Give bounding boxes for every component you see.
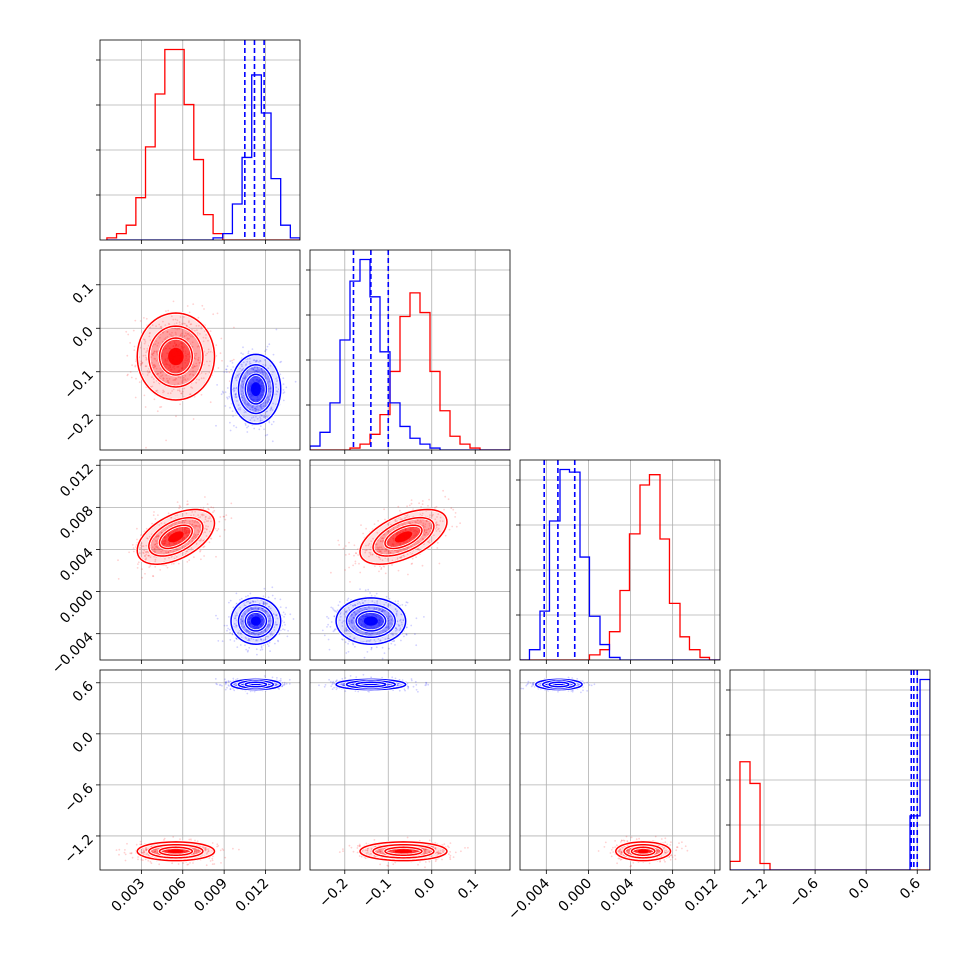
panel-3-3 [730, 670, 930, 870]
contour-1-0-series-0 [148, 325, 204, 388]
contour-2-0-series-0 [158, 524, 194, 550]
x-tick-label-3-2: 0.0 [846, 876, 873, 903]
grid-3-2 [520, 670, 720, 870]
y-tick-label-3-1: −0.6 [61, 780, 96, 815]
y-tick-label-2-2: 0.004 [57, 545, 97, 585]
contour-3-1-series-1 [335, 678, 407, 691]
panel-frame-2-0 [99, 459, 301, 661]
histogram-0-series-1 [106, 74, 300, 240]
y-tick-label-1-0: −0.2 [61, 411, 96, 446]
x-tick-label-0-2: 0.009 [191, 876, 231, 916]
contour-3-1-series-0 [359, 841, 448, 862]
panel-frame-2-2 [519, 459, 721, 661]
contour-3-2-series-1 [535, 678, 583, 691]
contour-3-0-series-0 [136, 841, 216, 862]
contour-2-1-series-0 [372, 516, 435, 557]
panel-0-0 [106, 40, 300, 240]
contour-2-1-series-1 [355, 610, 387, 632]
x-tick-label-2-3: 0.008 [640, 876, 680, 916]
y-tick-label-1-2: 0.0 [70, 324, 97, 351]
panel-frame-2-1 [309, 459, 511, 661]
x-tick-label-2-2: 0.004 [598, 875, 638, 915]
y-tick-label-2-0: −0.004 [49, 629, 97, 677]
grid-3-0 [100, 670, 300, 870]
x-tick-label-2-4: 0.012 [682, 876, 722, 916]
x-tick-label-3-1: −0.6 [787, 875, 822, 910]
contour-3-1-series-0 [384, 846, 423, 857]
panel-1-1 [310, 250, 510, 450]
y-tick-label-3-3: 0.6 [70, 678, 97, 705]
histogram-2-series-0 [520, 474, 720, 660]
x-tick-label-0-0: 0.003 [109, 876, 149, 916]
panel-2-2 [520, 460, 720, 660]
histogram-3-series-0 [730, 761, 930, 870]
histogram-2-series-1 [520, 468, 720, 660]
y-tick-label-3-0: −1.2 [61, 832, 96, 867]
contour-3-0-series-1 [244, 681, 268, 688]
panel-frame-0-0 [99, 39, 301, 241]
contour-3-2-series-0 [615, 841, 672, 862]
x-tick-label-3-3: 0.6 [897, 875, 924, 902]
contour-2-1-series-0 [359, 508, 448, 565]
contour-1-0-series-1 [237, 364, 274, 415]
panel-2-1 [321, 489, 461, 660]
contour-3-1-series-1 [355, 681, 387, 688]
y-tick-label-2-3: 0.008 [57, 503, 97, 543]
histogram-1-series-1 [310, 258, 510, 450]
x-tick-label-2-0: −0.004 [505, 875, 553, 923]
x-tick-label-1-3: 0.1 [455, 876, 482, 903]
contour-3-0-series-1 [230, 678, 282, 691]
x-tick-label-1-2: 0.0 [411, 876, 438, 903]
contour-3-2-series-1 [548, 681, 570, 688]
x-tick-label-0-3: 0.012 [233, 876, 273, 916]
grid-3-1 [310, 670, 510, 870]
contour-2-0-series-1 [230, 597, 282, 645]
x-tick-label-2-1: 0.000 [556, 876, 596, 916]
x-tick-label-1-1: −0.1 [360, 876, 395, 911]
y-tick-label-2-1: 0.000 [57, 587, 97, 627]
contour-3-0-series-1 [237, 680, 275, 689]
contour-2-1-series-1 [345, 604, 396, 639]
panel-frame-3-2 [519, 669, 721, 871]
contour-3-0-series-0 [158, 846, 194, 857]
x-tick-label-3-0: −1.2 [735, 876, 770, 911]
y-tick-label-1-1: −0.1 [61, 367, 96, 402]
panel-1-0 [125, 300, 297, 449]
contour-3-2-series-0 [630, 846, 656, 857]
contour-1-0-series-0 [136, 312, 216, 401]
panel-frame-1-0 [99, 249, 301, 451]
contour-3-1-series-0 [372, 843, 435, 859]
panel-2-0 [117, 496, 300, 656]
histogram-1-series-0 [310, 292, 510, 450]
contour-3-0-series-0 [148, 843, 204, 859]
grid-0-0 [100, 40, 300, 240]
contour-3-2-series-1 [541, 680, 576, 689]
panel-frame-3-0 [99, 669, 301, 871]
contour-2-0-series-0 [136, 508, 216, 565]
panel-3-2 [520, 676, 689, 868]
contour-3-1-series-1 [345, 680, 397, 689]
histogram-0-series-0 [106, 48, 300, 240]
panel-frame-3-3 [729, 669, 931, 871]
panel-frame-1-1 [309, 249, 511, 451]
y-tick-label-2-4: 0.012 [57, 461, 97, 501]
contour-2-0-series-1 [237, 604, 274, 639]
panel-3-0 [115, 675, 291, 867]
x-tick-label-1-0: −0.2 [316, 876, 351, 911]
contour-1-0-series-1 [230, 353, 282, 425]
contour-2-0-series-1 [244, 610, 268, 632]
y-tick-label-3-2: 0.0 [70, 729, 97, 756]
panel-frame-3-1 [309, 669, 511, 871]
contour-2-1-series-0 [384, 524, 423, 550]
contour-1-0-series-1 [244, 373, 268, 405]
x-tick-label-0-1: 0.006 [150, 875, 190, 915]
contour-1-0-series-0 [158, 337, 194, 376]
contour-3-2-series-0 [623, 843, 664, 859]
contour-2-1-series-1 [335, 597, 407, 645]
panel-3-1 [318, 673, 469, 869]
contour-2-0-series-0 [148, 516, 204, 557]
y-tick-label-1-3: 0.1 [70, 280, 97, 307]
